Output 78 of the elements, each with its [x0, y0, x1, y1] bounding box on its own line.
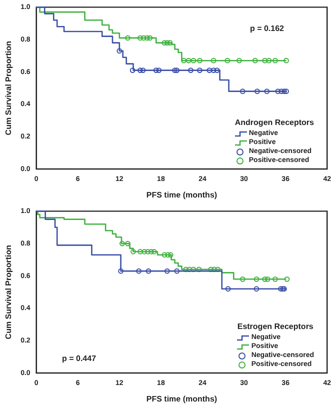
- point: [137, 35, 143, 41]
- point: [183, 266, 189, 272]
- point: [153, 68, 159, 73]
- point: [278, 88, 284, 94]
- point: [214, 68, 220, 73]
- point: [181, 58, 186, 64]
- point: [262, 276, 268, 282]
- point: [174, 268, 180, 274]
- point: [168, 252, 174, 258]
- point: [210, 58, 216, 64]
- point: [215, 266, 220, 272]
- point: [284, 58, 289, 64]
- point: [264, 276, 270, 282]
- point: [186, 266, 192, 272]
- annotation: p = 0.162: [250, 24, 284, 33]
- legend-title: Estrogen Receptors: [237, 322, 314, 331]
- point: [137, 68, 143, 73]
- point: [130, 68, 136, 73]
- point: [151, 248, 157, 254]
- point: [147, 35, 153, 41]
- point: [118, 268, 124, 274]
- point: [137, 248, 143, 254]
- annotation: p = 0.447: [62, 354, 96, 363]
- point: [224, 58, 230, 64]
- point: [156, 68, 162, 73]
- point: [186, 58, 192, 64]
- point: [119, 240, 125, 246]
- point: [145, 248, 150, 254]
- point: [125, 35, 130, 41]
- point: [167, 40, 173, 46]
- y-axis-title: Cum Survival Proportion: [4, 244, 14, 340]
- point: [190, 58, 196, 64]
- point: [162, 252, 168, 258]
- point: [254, 276, 260, 282]
- legend-title: Androgen Receptors: [234, 118, 314, 127]
- point: [130, 248, 136, 254]
- point: [240, 276, 246, 282]
- point: [208, 266, 214, 272]
- point: [284, 276, 290, 282]
- point: [225, 286, 231, 292]
- point: [164, 268, 170, 274]
- point: [142, 248, 148, 254]
- point: [165, 252, 171, 258]
- point: [272, 276, 278, 282]
- point: [190, 266, 196, 272]
- point: [262, 58, 268, 64]
- point: [162, 40, 168, 46]
- point: [196, 266, 202, 272]
- point: [264, 88, 270, 94]
- point: [164, 40, 170, 46]
- point: [140, 35, 146, 41]
- x-axis-title: PFS time (months): [146, 190, 218, 200]
- point: [188, 68, 194, 73]
- x-axis-title: PFS time (months): [146, 394, 218, 404]
- point: [254, 88, 260, 94]
- point: [148, 248, 154, 254]
- point: [281, 88, 287, 94]
- point: [284, 88, 289, 94]
- point: [140, 68, 146, 73]
- point: [172, 68, 178, 73]
- point: [197, 58, 202, 64]
- point: [174, 68, 180, 73]
- point: [116, 48, 122, 54]
- point: [125, 240, 130, 246]
- point: [275, 88, 281, 94]
- point: [252, 58, 258, 64]
- point: [236, 58, 242, 64]
- point: [146, 268, 152, 274]
- point: [240, 88, 246, 94]
- point: [278, 286, 284, 292]
- y-axis-title: Cum Survival Proportion: [4, 40, 14, 136]
- point: [272, 58, 278, 64]
- point: [212, 266, 217, 272]
- point: [266, 58, 272, 64]
- point: [254, 286, 260, 292]
- point: [136, 268, 142, 274]
- point: [144, 35, 150, 41]
- point: [197, 68, 202, 73]
